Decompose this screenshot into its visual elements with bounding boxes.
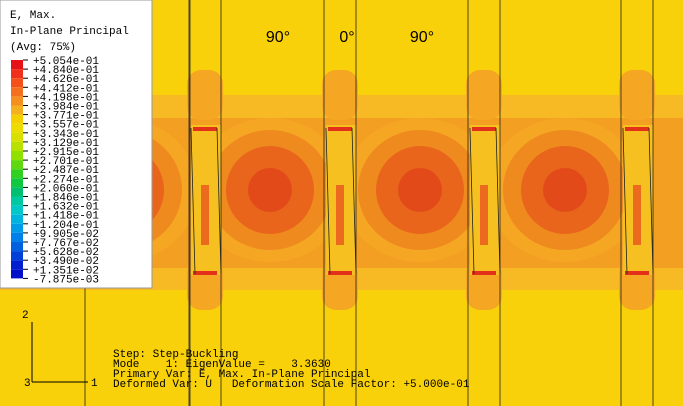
status-line: Primary Var: E, Max. In-Plane Principal <box>113 369 370 381</box>
color-band <box>11 187 23 197</box>
legend-label: +2.274e-01 <box>33 174 99 186</box>
status-line: Mode 1: EigenValue = 3.3630 <box>113 359 331 371</box>
legend: E, Max. In-Plane Principal (Avg: 75%) +5… <box>0 0 153 289</box>
legend-label: +1.351e-02 <box>33 265 99 277</box>
color-band <box>11 169 23 179</box>
color-band <box>11 132 23 142</box>
axis-label: 2 <box>22 310 29 322</box>
color-band <box>11 260 23 270</box>
legend-label: +1.632e-01 <box>33 202 99 214</box>
legend-label: +4.198e-01 <box>33 92 99 104</box>
legend-label: +3.771e-01 <box>33 111 99 123</box>
axis-label: 3 <box>24 378 31 390</box>
annotation: 90° <box>266 29 290 46</box>
color-band <box>11 141 23 151</box>
legend-label: +2.060e-01 <box>33 183 99 195</box>
legend-label: +5.628e-02 <box>33 247 99 259</box>
color-band <box>11 151 23 161</box>
color-band <box>11 105 23 115</box>
color-band <box>11 160 23 170</box>
legend-label: +2.701e-01 <box>33 156 99 168</box>
axis-label: 1 <box>91 378 98 390</box>
legend-title: E, Max. <box>10 10 56 22</box>
legend-label: +3.129e-01 <box>33 138 99 150</box>
color-band <box>11 251 23 261</box>
legend-label: +5.054e-01 <box>33 56 99 68</box>
legend-label: +4.840e-01 <box>33 65 99 77</box>
color-band <box>11 178 23 188</box>
legend-label: +7.767e-02 <box>33 238 99 250</box>
color-band <box>11 223 23 233</box>
legend-label: +3.557e-01 <box>33 120 99 132</box>
legend-label: +4.412e-01 <box>33 83 99 95</box>
legend-label: +1.204e-01 <box>33 220 99 232</box>
color-band <box>11 69 23 79</box>
legend-label: +2.487e-01 <box>33 165 99 177</box>
triad: 2 3 1 <box>22 310 98 390</box>
color-band <box>11 242 23 252</box>
color-band <box>11 214 23 224</box>
color-band <box>11 96 23 106</box>
color-band <box>11 123 23 133</box>
legend-label: +4.626e-01 <box>33 74 99 86</box>
legend-label: +3.490e-02 <box>33 256 99 268</box>
color-band <box>11 114 23 124</box>
color-band <box>11 196 23 206</box>
color-band <box>11 205 23 215</box>
status-block: Step: Step-Buckling Mode 1: EigenValue =… <box>113 349 470 391</box>
color-band <box>11 78 23 88</box>
legend-label: +2.915e-01 <box>33 147 99 159</box>
legend-label: +3.343e-01 <box>33 129 99 141</box>
legend-label: -7.875e-03 <box>33 274 99 286</box>
color-band <box>11 87 23 97</box>
color-band <box>11 60 23 70</box>
annotation: 90° <box>410 29 434 46</box>
legend-label: +1.418e-01 <box>33 211 99 223</box>
legend-label: +9.905e-02 <box>33 229 99 241</box>
annotation: 0° <box>339 29 354 46</box>
legend-title: (Avg: 75%) <box>10 42 76 54</box>
legend-label: +1.846e-01 <box>33 193 99 205</box>
color-band <box>11 232 23 242</box>
status-line: Step: Step-Buckling <box>113 349 238 361</box>
legend-label: +3.984e-01 <box>33 102 99 114</box>
legend-title: In-Plane Principal <box>10 26 129 38</box>
color-band <box>11 269 23 279</box>
status-line: Deformed Var: U Deformation Scale Factor… <box>113 379 470 391</box>
